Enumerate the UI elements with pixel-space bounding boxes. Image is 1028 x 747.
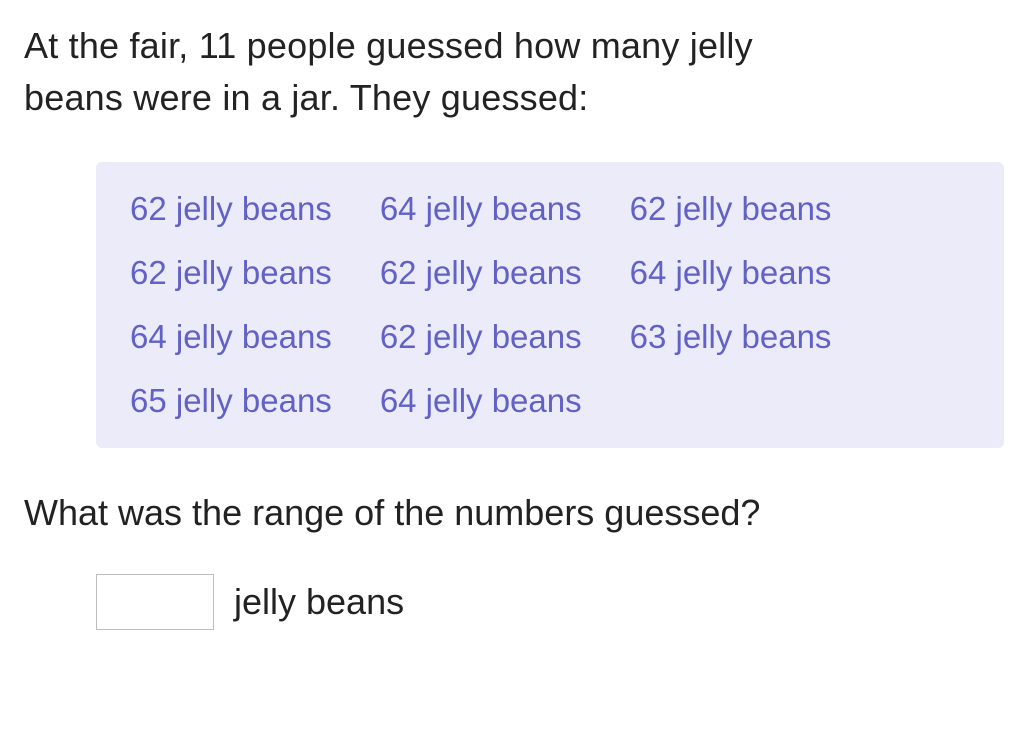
prompt-line-2: beans were in a jar. They guessed: [24,77,588,118]
list-item: 62 jelly beans [130,190,332,228]
answer-input[interactable] [96,574,214,630]
answer-row: jelly beans [96,574,1004,630]
answer-unit-label: jelly beans [234,581,404,623]
list-item: 64 jelly beans [130,318,332,356]
list-item: 62 jelly beans [630,190,832,228]
list-item: 62 jelly beans [380,254,582,292]
list-item: 65 jelly beans [130,382,332,420]
prompt-line-1: At the fair, 11 people guessed how many … [24,25,753,66]
guesses-data-box: 62 jelly beans 64 jelly beans 62 jelly b… [96,162,1004,448]
list-item: 64 jelly beans [630,254,832,292]
guesses-grid: 62 jelly beans 64 jelly beans 62 jelly b… [130,190,970,420]
list-item: 62 jelly beans [380,318,582,356]
list-item: 64 jelly beans [380,190,582,228]
list-item: 64 jelly beans [380,382,582,420]
question-text: What was the range of the numbers guesse… [24,492,1004,534]
list-item: 62 jelly beans [130,254,332,292]
problem-prompt: At the fair, 11 people guessed how many … [24,20,1004,124]
list-item: 63 jelly beans [630,318,832,356]
